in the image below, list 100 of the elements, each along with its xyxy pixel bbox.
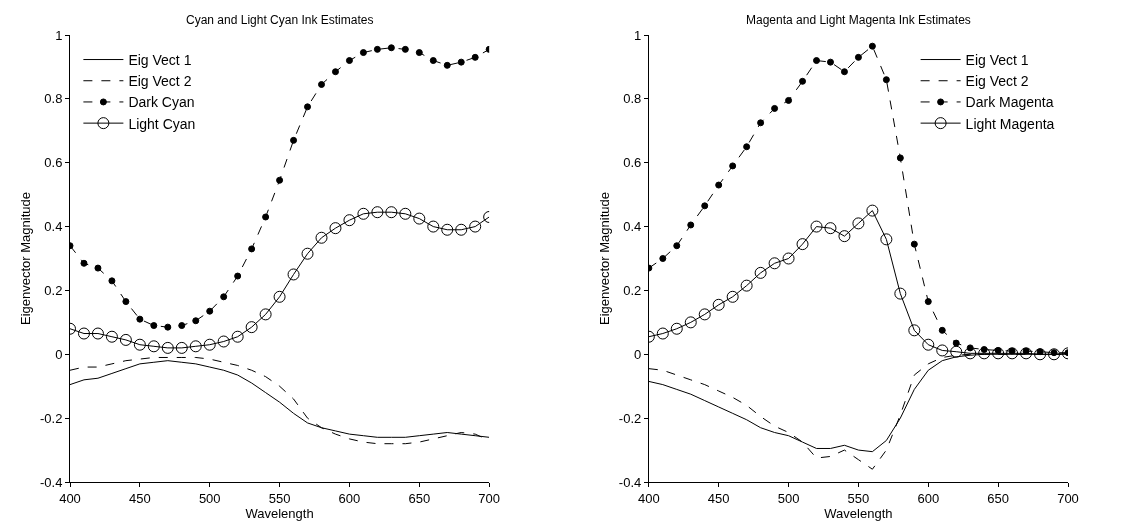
point (659, 255, 667, 262)
point (457, 58, 465, 66)
legend-label: Eig Vect 2 (128, 73, 192, 90)
point (150, 322, 158, 330)
point (950, 345, 963, 358)
y-tick-label: 0.4 (623, 219, 642, 235)
point (715, 181, 723, 189)
x-tick-label: 700 (1057, 490, 1079, 506)
point (910, 240, 918, 248)
point (471, 53, 479, 61)
point (122, 298, 130, 306)
point (192, 317, 200, 325)
y-tick-label: 0.8 (44, 91, 63, 107)
point (813, 57, 820, 65)
point (206, 307, 214, 315)
point (810, 220, 823, 233)
point (234, 272, 242, 280)
point (164, 323, 172, 331)
point (401, 45, 409, 53)
point (245, 321, 258, 334)
point (413, 212, 426, 225)
point (217, 335, 230, 348)
point (290, 136, 298, 144)
point (371, 206, 384, 219)
x-tick-label: 650 (408, 490, 431, 506)
x-tick-label: 500 (777, 490, 800, 506)
point (178, 322, 186, 330)
y-axis-title: Eigenvector Magnitude (596, 192, 612, 325)
point (896, 154, 904, 162)
point (754, 266, 767, 279)
point (1034, 348, 1047, 361)
x-tick-label: 500 (198, 490, 221, 506)
point (248, 245, 256, 253)
y-tick-label: -0.2 (618, 410, 642, 426)
point (712, 298, 725, 311)
x-tick-label: 650 (987, 490, 1009, 506)
x-tick-label: 600 (338, 490, 361, 506)
point (992, 347, 1005, 360)
point (385, 206, 398, 219)
x-tick-label: 450 (707, 490, 730, 506)
legend-label: Eig Vect 1 (965, 52, 1029, 68)
point (743, 143, 751, 151)
point (740, 279, 753, 292)
point (469, 220, 482, 233)
point (726, 290, 739, 303)
point (894, 287, 907, 300)
point (673, 242, 681, 250)
x-tick-label: 400 (637, 490, 660, 506)
point (785, 96, 793, 104)
point (757, 119, 765, 127)
point (315, 231, 328, 244)
point (273, 290, 286, 303)
point (924, 298, 932, 306)
point (345, 57, 353, 65)
point (343, 214, 356, 227)
y-tick-label: 0.6 (44, 155, 63, 171)
point (373, 45, 381, 53)
point (656, 327, 669, 340)
point (908, 324, 921, 337)
y-tick-label: 0.2 (44, 282, 63, 298)
y-tick-label: 0 (55, 346, 63, 362)
point (80, 259, 88, 267)
point (77, 327, 90, 340)
x-tick-label: 550 (847, 490, 870, 506)
x-tick-label: 700 (478, 490, 501, 506)
point (189, 340, 202, 353)
point (922, 338, 935, 351)
legend-label: Eig Vect 1 (128, 52, 192, 68)
chart-title: Cyan and Light Cyan Ink Estimates (186, 13, 374, 27)
point (866, 204, 879, 217)
y-tick-label: 0.2 (623, 282, 642, 298)
y-tick-label: -0.2 (39, 410, 63, 426)
point (854, 53, 862, 61)
x-tick-label: 450 (129, 490, 151, 506)
point (91, 327, 104, 340)
point (161, 341, 174, 354)
point (938, 326, 946, 334)
point (826, 58, 834, 66)
y-tick-label: 0.6 (623, 155, 642, 171)
point (259, 308, 272, 321)
point (231, 330, 244, 343)
legend-label: Dark Cyan (128, 94, 195, 111)
y-tick-label: 1 (634, 27, 642, 43)
point (203, 338, 216, 351)
point (399, 207, 412, 220)
x-axis-title: Wavelength (824, 505, 893, 521)
point (331, 68, 339, 76)
point (782, 252, 795, 265)
point (136, 315, 144, 323)
point (119, 333, 132, 346)
point (359, 49, 367, 57)
point (964, 347, 977, 360)
point (838, 230, 851, 243)
point (701, 202, 709, 210)
point (429, 57, 437, 65)
point (287, 268, 300, 281)
point (415, 49, 423, 57)
point (687, 221, 695, 229)
point (220, 293, 228, 301)
legend-label: Light Magenta (965, 115, 1055, 132)
